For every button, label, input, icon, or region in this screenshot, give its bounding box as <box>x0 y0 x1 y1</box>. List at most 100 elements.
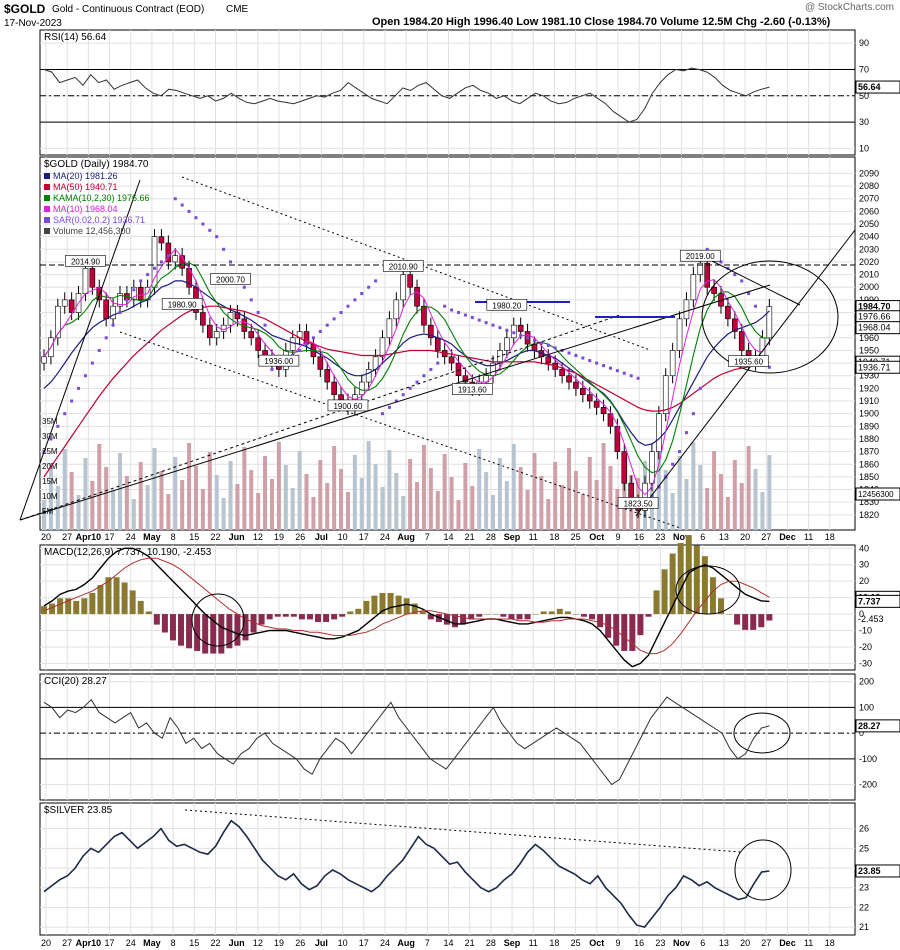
macd-line <box>43 547 770 668</box>
macd-hist-bar <box>298 614 305 620</box>
candle-body <box>434 337 441 351</box>
macd-hist-bar <box>750 614 757 630</box>
sar-dot <box>132 288 136 292</box>
x-axis-label-top: 12 <box>253 532 263 542</box>
x-axis-label-bottom: 26 <box>295 938 305 948</box>
macd-hist-bar <box>540 611 547 615</box>
price-tick-label: 1920 <box>859 383 879 393</box>
price-tick-label: 1910 <box>859 396 879 406</box>
macd-hist-bar <box>613 614 620 646</box>
price-legend-item: SAR(0.02,0.2) 1936.71 <box>53 215 145 225</box>
price-tick-label: 2020 <box>859 257 879 267</box>
x-axis-label-top: Apr10 <box>76 532 102 542</box>
candle-body <box>676 318 683 351</box>
volume-bar <box>138 462 143 530</box>
candle-body <box>386 318 393 339</box>
price-tick-label: 2090 <box>859 168 879 178</box>
candle-body <box>600 407 607 414</box>
sar-dot <box>298 348 302 352</box>
kama-line <box>43 262 770 474</box>
volume-bar <box>401 496 406 530</box>
candle-body <box>421 305 427 326</box>
volume-tick-label: 20M <box>42 462 58 471</box>
x-axis-label-top: 18 <box>549 532 559 542</box>
rsi-last-value-box <box>855 80 900 94</box>
x-axis-label-bottom: 22 <box>210 938 220 948</box>
price-annotation-label: 1980.90 <box>168 300 197 309</box>
macd-hist-bar <box>621 614 628 651</box>
sar-dot <box>153 266 157 270</box>
macd-hist-bar <box>178 614 185 646</box>
sar-dot <box>539 341 543 345</box>
macd-hist-bar <box>556 608 563 615</box>
x-axis-label-bottom: 12 <box>253 938 263 948</box>
candle-body <box>165 242 172 263</box>
macd-tick-label: -30 <box>859 658 872 668</box>
x-axis-label-top: 8 <box>171 532 176 542</box>
x-axis-label-bottom: 16 <box>634 938 644 948</box>
macd-hist-bar <box>250 614 257 633</box>
candle-body <box>559 369 565 377</box>
macd-tick-label: 0 <box>859 609 864 619</box>
x-axis-label-bottom: 20 <box>740 938 750 948</box>
candle-body <box>504 337 510 351</box>
x-axis-label-top: 10 <box>338 532 348 542</box>
price-tick-label: 1860 <box>859 459 879 469</box>
price-axis-tag: 1936.71 <box>858 362 891 372</box>
volume-last-label: 12456300 <box>858 490 894 499</box>
sar-dot <box>380 412 384 416</box>
sar-dot <box>463 313 467 317</box>
x-axis-label-top: 26 <box>295 532 305 542</box>
price-annotation-box <box>210 273 251 285</box>
volume-bar <box>691 442 696 530</box>
volume-bar <box>725 497 730 530</box>
sar-dot <box>353 298 357 302</box>
candle-body <box>621 451 628 484</box>
macd-hist-bar <box>105 577 112 615</box>
volume-bar <box>332 446 337 530</box>
macd-hist-bar <box>81 598 88 615</box>
cci-tick-label: 100 <box>859 702 874 712</box>
candle-body <box>400 274 407 301</box>
sar-dot <box>581 356 585 360</box>
volume-bar <box>297 451 302 530</box>
sar-dot <box>374 279 378 283</box>
candle-body <box>61 299 68 307</box>
macd-hist-bar <box>572 614 579 615</box>
x-axis-label-top: 7 <box>425 532 430 542</box>
cci-highlight-circle <box>733 712 791 754</box>
sar-dot <box>567 351 571 355</box>
sar-dot <box>754 304 758 308</box>
candle-body <box>324 369 331 383</box>
sar-dot <box>166 254 170 258</box>
price-annotation-box <box>679 249 721 262</box>
x-axis-label-top: 16 <box>634 532 644 542</box>
volume-bar <box>560 485 565 530</box>
rsi-last-value: 56.64 <box>858 82 881 92</box>
x-axis-label-top: 25 <box>571 532 581 542</box>
volume-bar <box>449 477 454 530</box>
candle-body <box>662 375 669 414</box>
price-axis-tag-box <box>855 321 900 335</box>
price-annotation: 1980.90 <box>161 298 203 310</box>
macd-hist-bar <box>508 614 515 620</box>
cci-tick-label: -200 <box>859 780 877 790</box>
volume-bar <box>235 484 240 530</box>
macd-hist-bar <box>427 614 434 620</box>
candle-body <box>566 375 572 383</box>
candle-body <box>41 356 47 364</box>
volume-bar <box>456 500 461 530</box>
macd-hist-bar <box>145 611 152 615</box>
volume-bar <box>428 468 433 530</box>
macd-hist-bar <box>580 614 587 617</box>
x-axis-label-bottom: 24 <box>126 938 136 948</box>
price-legend-item: MA(20) 1981.26 <box>53 171 118 181</box>
sar-dot <box>111 323 115 327</box>
macd-tick-label: -20 <box>859 642 872 652</box>
volume-bar <box>159 471 164 530</box>
trendline-long-support <box>19 284 771 521</box>
x-axis-label-top: 27 <box>62 532 72 542</box>
price-tick-label: 1850 <box>859 472 879 482</box>
trendline-nov-resistance <box>699 254 801 306</box>
